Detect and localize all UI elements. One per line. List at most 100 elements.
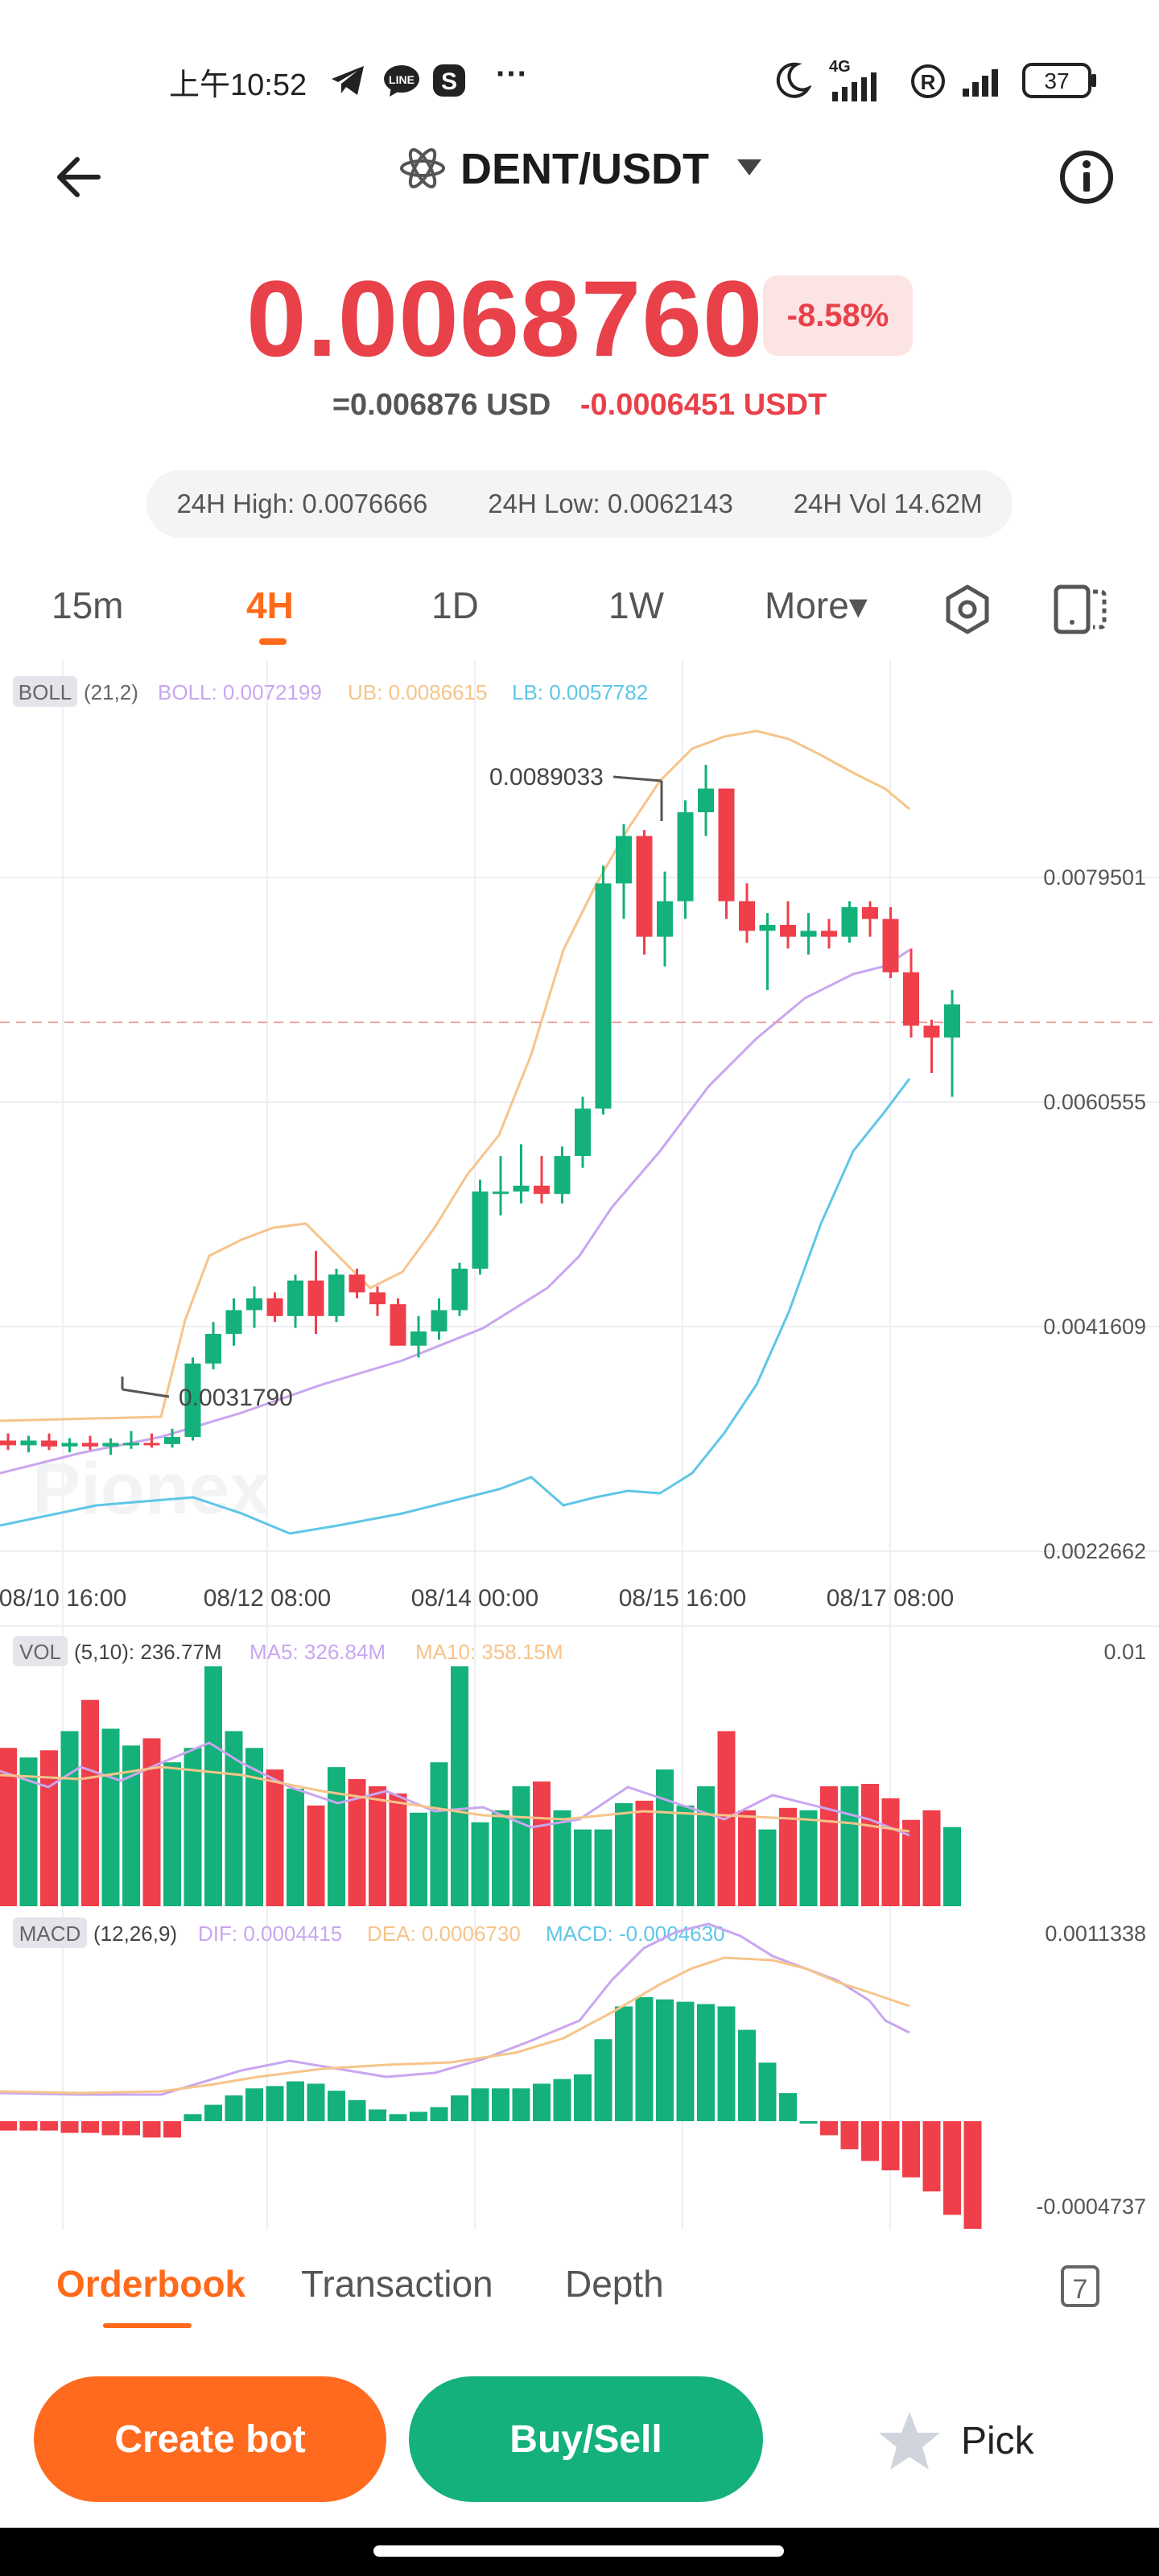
tab-1w[interactable]: 1W [608,584,664,626]
tab-depth[interactable]: Depth [565,2263,664,2305]
candle-body [780,924,796,937]
line-app-icon: LINE [384,65,419,97]
stat-24h-low: 24H Low: 0.0062143 [488,489,733,518]
volume-bar [101,1728,120,1906]
candle-body [882,919,899,972]
pair-selector[interactable]: DENT/USDT [0,143,1159,194]
buy-sell-button[interactable]: Buy/Sell [409,2376,763,2502]
tab-more[interactable]: More▾ [765,584,868,626]
vol-params: (5,10): 236.77M [74,1640,222,1664]
battery-icon: 37 [1022,63,1096,98]
time-tick: 08/17 08:00 [827,1585,954,1612]
pair-name: DENT/USDT [460,145,709,193]
price-tick: 0.0060555 [1043,1090,1146,1114]
macd-bar [266,2086,284,2121]
usd-equivalent: =0.006876 USD [332,388,551,422]
volume-bar [328,1767,345,1906]
volume-bar [676,1805,695,1906]
macd-bar [328,2091,345,2121]
svg-text:LINE: LINE [389,73,415,86]
volume-bar [697,1786,715,1906]
candle-body [472,1191,489,1269]
macd-bar [471,2088,489,2121]
volume-bar [430,1762,448,1906]
candle-body [534,1185,550,1195]
macd-dif: DIF: 0.0004415 [198,1922,342,1946]
macd-axis-bottom: -0.0004737 [1036,2194,1146,2219]
candle-body [923,1026,940,1038]
boll-ub-value: UB: 0.0086615 [348,680,487,704]
macd-bar [615,2006,633,2121]
candle-body [800,931,817,937]
volume-bar [492,1810,509,1906]
tab-transaction[interactable]: Transaction [301,2263,493,2305]
status-bar: 上午10:52 LINE S ··· 4G R 37 [0,56,1159,105]
macd-axis-top: 0.0011338 [1045,1922,1146,1946]
volume-bar [142,1738,161,1906]
candle-body [82,1443,98,1447]
create-bot-button[interactable]: Create bot [34,2376,386,2502]
macd-params: (12,26,9) [93,1922,177,1946]
indicator-settings-icon[interactable] [942,584,993,635]
vol-ma10: MA10: 358.15M [415,1640,563,1664]
candle-body [246,1298,262,1311]
volume-bar [266,1769,284,1906]
macd-badge-bg [13,1918,87,1948]
candle-body [677,812,694,902]
candle-body [369,1292,386,1305]
candle-body [657,901,673,937]
macd-bar [122,2121,140,2136]
svg-text:37: 37 [1044,68,1069,93]
volume-bar [594,1829,612,1906]
macd-bar [656,1999,674,2121]
volume-bar [758,1829,777,1906]
candle-body [944,1004,960,1038]
macd-bar [40,2121,58,2131]
home-indicator[interactable] [373,2545,784,2557]
time-tick: 08/10 16:00 [0,1585,126,1612]
candle-body [698,788,714,813]
tab-15m[interactable]: 15m [52,584,124,626]
volume-bar [553,1810,571,1906]
info-icon[interactable] [1058,148,1116,206]
vol-ma10-line [0,1765,910,1833]
low-label: 0.0031790 [179,1385,293,1411]
macd-value: MACD: -0.0004630 [546,1922,725,1946]
volume-bar [922,1810,941,1906]
candle-body [205,1333,221,1364]
boll-badge: BOLL [19,680,72,704]
tab-1d[interactable]: 1D [431,584,479,626]
candle-body [41,1440,57,1447]
candle-body [452,1268,468,1311]
candle-body [287,1280,303,1316]
count-badge-icon[interactable]: 7 [1061,2265,1099,2307]
boll-lb-line [0,1078,911,1535]
macd-bar [779,2093,797,2121]
volume-bar [60,1731,79,1906]
volume-bar [204,1666,222,1906]
star-icon [879,2412,940,2470]
back-arrow-icon[interactable] [48,145,113,209]
price-subline: =0.006876 USD -0.0006451 USDT [0,388,1159,423]
candle-body [595,883,612,1109]
tab-orderbook[interactable]: Orderbook [56,2263,246,2305]
orderbook-tab-indicator [103,2323,192,2328]
macd-bar [451,2095,468,2121]
macd-bar [881,2121,900,2171]
landscape-view-icon[interactable] [1053,584,1107,635]
macd-bar [369,2109,386,2121]
volume-bar [943,1827,961,1906]
tab-4h[interactable]: 4H [246,584,294,626]
boll-ub-line [0,729,910,1422]
candle-body [61,1443,78,1447]
price-tick: 0.0079501 [1043,865,1146,890]
candle-body [184,1363,201,1438]
volume-bar [451,1666,468,1906]
macd-bar [204,2104,222,2121]
price-chart[interactable]: Pionex BOLL (21,2) BOLL: 0.0072199 UB: 0… [0,660,1159,2230]
candle-body [821,931,837,937]
macd-bar [840,2121,859,2149]
stat-24h-vol: 24H Vol 14.62M [793,489,983,518]
macd-bar [512,2088,530,2121]
pick-button[interactable]: Pick [877,2409,1034,2473]
